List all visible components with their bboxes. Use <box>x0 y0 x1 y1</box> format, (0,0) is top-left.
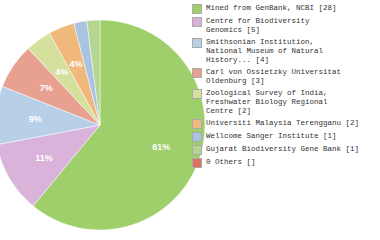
html-text:National Museum of Natural: National Museum of Natural <box>206 47 323 55</box>
html-text:Universiti Malaysia Terengganu: Universiti Malaysia Terengganu [2] <box>206 119 359 127</box>
html-text:0 Others []: 0 Others [] <box>206 158 256 166</box>
html-text:Smithsonian Institution,: Smithsonian Institution, <box>206 38 314 46</box>
svg-text:7%: 7% <box>40 83 53 93</box>
html-text:Wellcome Sanger Institute [1]: Wellcome Sanger Institute [1] <box>206 132 337 140</box>
svg-text:9%: 9% <box>29 114 42 124</box>
svg-text:61%: 61% <box>152 142 170 152</box>
html-text:Mined from GenBank, NCBI [28]: Mined from GenBank, NCBI [28] <box>206 4 337 12</box>
html-text:Zoological Survey of India,: Zoological Survey of India, <box>206 89 328 97</box>
html-text:Freshwater Biology Regional: Freshwater Biology Regional <box>206 98 328 106</box>
svg-text:4%: 4% <box>70 59 83 69</box>
html-text:Oldenburg [3]: Oldenburg [3] <box>206 77 265 85</box>
html-text:Gujarat Biodiversity Gene Bank: Gujarat Biodiversity Gene Bank [1] <box>206 145 359 153</box>
svg-text:4%: 4% <box>55 67 68 77</box>
html-text:Centre for Biodiversity: Centre for Biodiversity <box>206 17 310 25</box>
html-text:Centre [2]: Centre [2] <box>206 107 251 115</box>
svg-text:11%: 11% <box>35 153 53 163</box>
html-text:Genomics [5]: Genomics [5] <box>206 26 260 34</box>
html-text:History... [4]: History... [4] <box>206 56 269 64</box>
html-text:Carl von Ossietzky Universitat: Carl von Ossietzky Universitat <box>206 68 341 76</box>
